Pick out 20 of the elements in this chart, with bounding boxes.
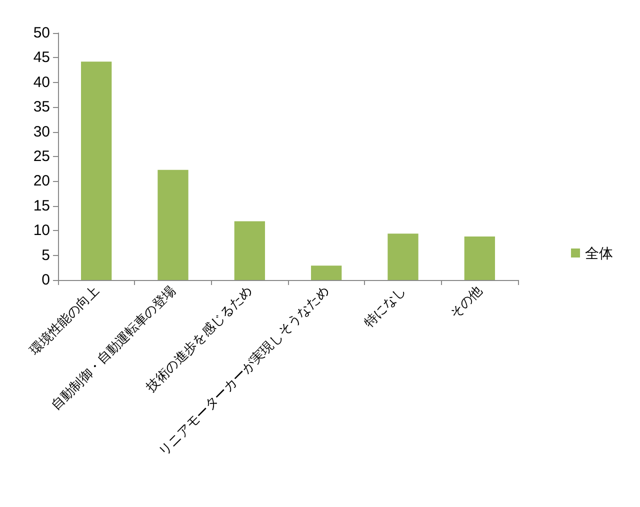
y-tick-label: 40 (33, 74, 50, 91)
legend-label: 全体 (585, 245, 613, 261)
bar (388, 234, 418, 280)
y-tick-label: 20 (33, 172, 50, 190)
y-tick-label: 30 (33, 123, 50, 140)
y-tick-label: 5 (42, 246, 50, 264)
y-tick-label: 45 (33, 49, 50, 66)
bar (158, 170, 188, 280)
bar (81, 62, 112, 280)
bar (311, 266, 342, 280)
y-tick-label: 15 (33, 197, 50, 214)
y-tick-label: 50 (33, 24, 50, 42)
x-tick-label: その他 (446, 282, 485, 321)
y-tick-label: 10 (33, 222, 50, 240)
y-tick-label: 25 (33, 148, 50, 165)
y-tick-label: 0 (42, 272, 50, 288)
bar (464, 236, 495, 280)
bar (234, 221, 265, 280)
x-tick-label: 特になし (360, 282, 408, 330)
y-tick-label: 35 (33, 98, 50, 116)
